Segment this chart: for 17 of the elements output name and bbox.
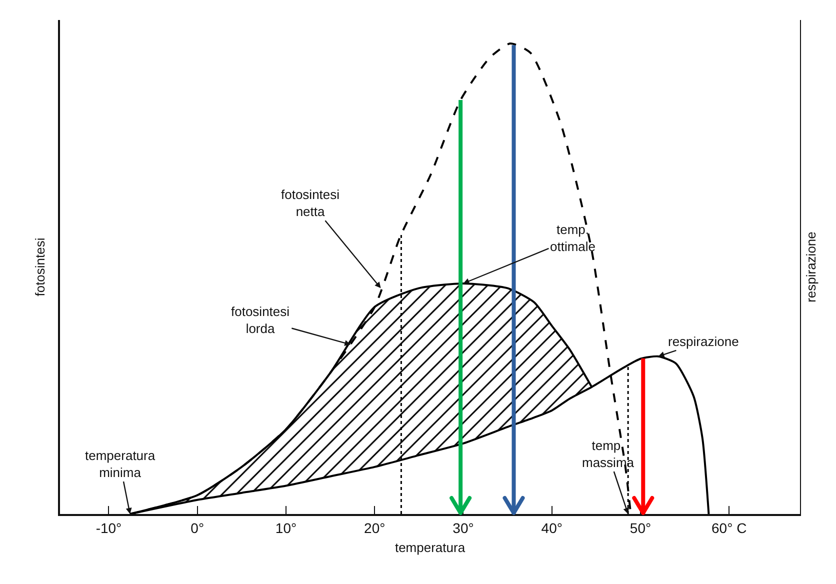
x-tick-label: 30° [452, 520, 474, 536]
x-tick-label: 40° [541, 520, 562, 536]
annotation: fotosintesi netta [281, 187, 340, 219]
x-tick-label: -10° [96, 520, 122, 536]
annotation: respirazione [668, 334, 739, 349]
x-tick-label: 60° C [712, 520, 747, 536]
y2-axis-title: respirazione [804, 232, 819, 302]
x-tick-label: 50° [630, 520, 652, 536]
x-axis-title: temperatura [394, 540, 466, 555]
y-axis-title: fotosintesi [32, 238, 48, 296]
x-tick-label: 10° [275, 520, 297, 536]
x-tick-label: 20° [364, 520, 386, 536]
annotation: temp. ottimale [550, 222, 596, 254]
x-tick-label: 0° [190, 520, 204, 536]
annotation: temperatura minima [85, 448, 156, 480]
annotation: temp. massima [582, 438, 635, 470]
annotation: fotosintesi lorda [231, 304, 290, 336]
